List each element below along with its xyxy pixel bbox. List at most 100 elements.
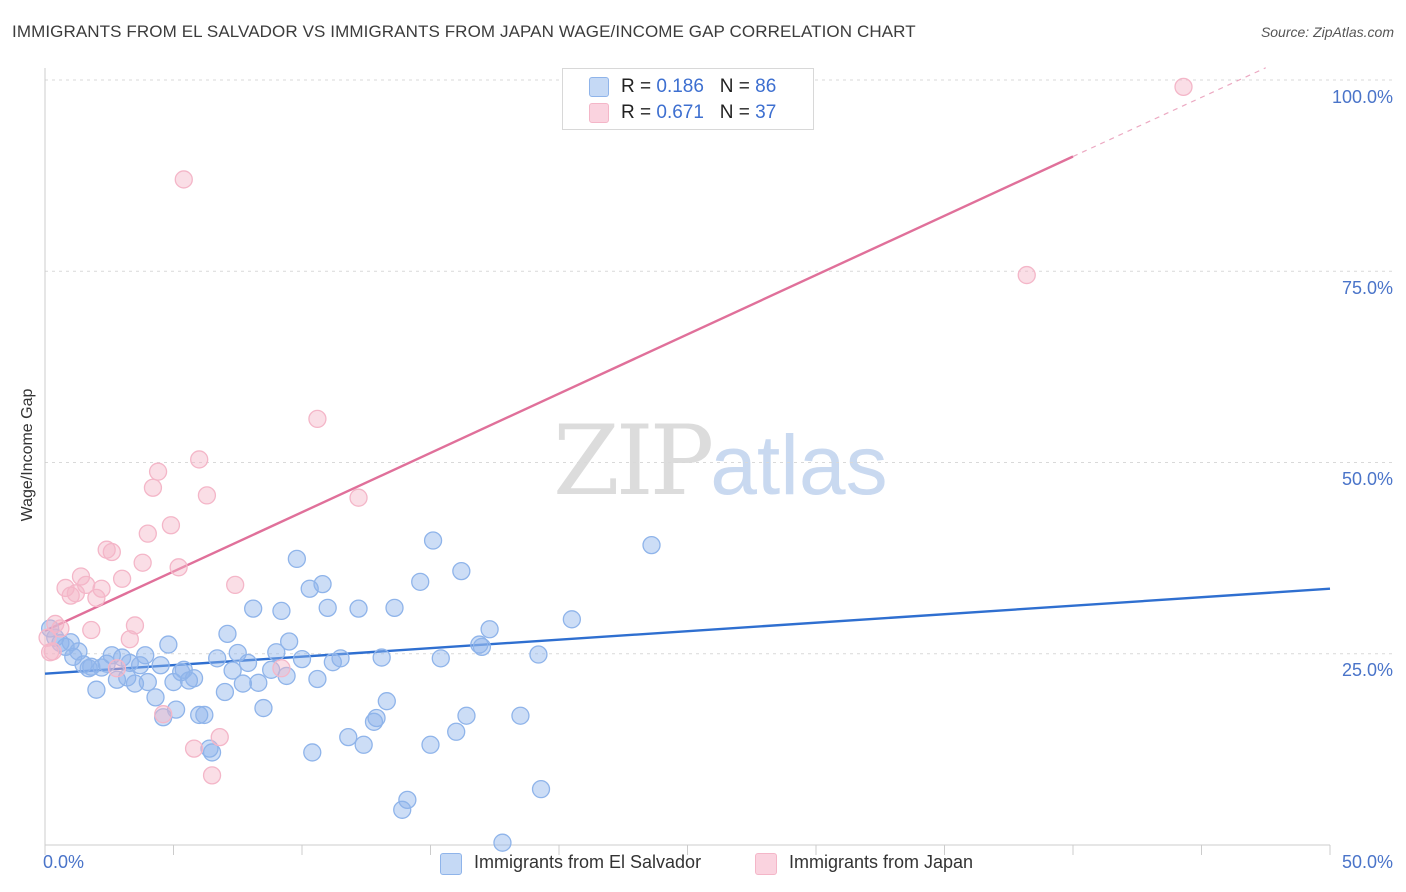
point-el-salvador xyxy=(249,673,268,692)
point-el-salvador xyxy=(318,598,337,617)
legend-r-label: R = xyxy=(621,76,657,97)
point-japan xyxy=(1017,265,1036,285)
point-el-salvador xyxy=(233,674,253,693)
point-el-salvador xyxy=(184,669,204,688)
legend-n-value: 86 xyxy=(755,76,777,97)
legend-n-label: N = xyxy=(719,102,756,123)
legend-swatch-el-salvador xyxy=(440,853,462,875)
x-tick-label-max: 50.0% xyxy=(1341,852,1393,872)
point-japan xyxy=(112,569,132,588)
point-el-salvador xyxy=(195,705,214,725)
trend-line-el-salvador xyxy=(44,587,1331,675)
point-el-salvador xyxy=(393,800,412,819)
point-japan xyxy=(272,659,291,678)
point-japan xyxy=(120,630,139,649)
point-japan xyxy=(197,486,217,505)
point-el-salvador xyxy=(138,672,157,692)
trend-lines xyxy=(44,67,1331,675)
point-el-salvador xyxy=(244,599,263,618)
point-el-salvador xyxy=(457,706,476,725)
point-el-salvador xyxy=(87,680,106,699)
watermark-atlas: atlas xyxy=(710,418,888,512)
legend-swatch-japan xyxy=(589,103,609,123)
legend-r-value: 0.186 xyxy=(656,76,704,97)
point-japan xyxy=(169,558,188,577)
point-el-salvador xyxy=(136,646,155,665)
point-el-salvador xyxy=(159,635,178,654)
point-japan xyxy=(202,766,222,785)
point-el-salvador xyxy=(64,647,83,666)
point-japan xyxy=(148,462,168,481)
chart-title: IMMIGRANTS FROM EL SALVADOR VS IMMIGRANT… xyxy=(12,22,916,41)
point-el-salvador xyxy=(61,633,80,652)
source-label: Source: ZipAtlas.com xyxy=(1260,24,1394,40)
point-el-salvador xyxy=(421,735,440,754)
point-japan xyxy=(82,620,101,640)
point-el-salvador xyxy=(423,531,443,550)
point-japan xyxy=(102,542,121,562)
data-points xyxy=(38,77,1193,852)
axes xyxy=(44,68,1331,855)
watermark-zip: ZIP xyxy=(553,405,714,517)
point-el-salvador xyxy=(308,669,327,689)
point-japan xyxy=(190,450,209,469)
gridlines xyxy=(45,79,1395,655)
point-japan xyxy=(87,588,106,608)
point-el-salvador xyxy=(218,624,237,644)
point-el-salvador xyxy=(493,833,512,852)
point-el-salvador xyxy=(313,574,332,594)
point-el-salvador xyxy=(385,598,404,617)
legend-n-value: 37 xyxy=(755,102,777,123)
point-el-salvador xyxy=(367,708,386,728)
point-el-salvador xyxy=(354,735,373,754)
point-japan xyxy=(138,524,157,543)
point-el-salvador xyxy=(208,649,227,668)
legend-n-label: N = xyxy=(719,76,756,97)
point-el-salvador xyxy=(202,743,222,762)
point-el-salvador xyxy=(511,706,530,725)
point-el-salvador xyxy=(372,648,391,667)
trend-line-extension-japan xyxy=(1072,67,1267,158)
point-el-salvador xyxy=(531,780,551,799)
point-japan xyxy=(143,478,163,497)
point-japan xyxy=(174,170,193,189)
point-el-salvador xyxy=(287,549,307,569)
point-el-salvador xyxy=(279,632,299,651)
legend-swatch-el-salvador xyxy=(589,77,609,97)
point-el-salvador xyxy=(238,653,258,673)
point-el-salvador xyxy=(480,620,499,639)
trend-line-japan xyxy=(44,155,1074,632)
point-japan xyxy=(154,705,173,724)
point-el-salvador xyxy=(447,722,466,741)
legend-r-value: 0.671 xyxy=(656,102,704,123)
point-el-salvador xyxy=(349,599,368,618)
y-tick-label-100: 100.0% xyxy=(1331,87,1393,107)
point-el-salvador xyxy=(303,743,322,762)
point-el-salvador xyxy=(190,705,209,725)
point-japan xyxy=(308,409,327,429)
point-el-salvador xyxy=(562,610,581,629)
y-tick-label-25: 25.0% xyxy=(1341,660,1393,680)
point-el-salvador xyxy=(79,659,98,678)
correlation-legend: R = 0.186 N = 86 R = 0.671 N = 37 xyxy=(562,68,814,130)
point-el-salvador xyxy=(272,601,291,621)
point-el-salvador xyxy=(529,645,548,664)
point-el-salvador xyxy=(377,692,396,711)
point-el-salvador xyxy=(642,535,661,555)
point-el-salvador xyxy=(411,572,430,591)
point-japan xyxy=(107,659,127,678)
point-japan xyxy=(161,516,181,535)
y-tick-label-75: 75.0% xyxy=(1341,278,1393,298)
point-el-salvador xyxy=(470,635,489,654)
legend-swatch-japan xyxy=(755,853,777,875)
legend-label-el-salvador: Immigrants from El Salvador xyxy=(474,852,702,872)
point-japan xyxy=(125,616,145,635)
y-tick-label-50: 50.0% xyxy=(1341,469,1393,489)
point-el-salvador xyxy=(339,727,358,747)
point-el-salvador xyxy=(331,649,350,668)
point-el-salvador xyxy=(254,698,273,718)
point-el-salvador xyxy=(452,561,471,581)
point-el-salvador xyxy=(151,656,170,675)
point-el-salvador xyxy=(130,656,150,675)
